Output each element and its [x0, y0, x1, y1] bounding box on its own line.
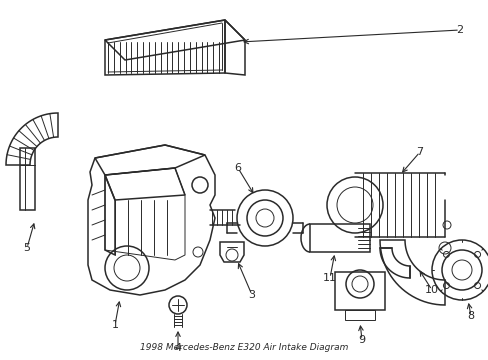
Text: 8: 8 [467, 311, 473, 321]
Text: 3: 3 [248, 290, 255, 300]
Text: 10: 10 [424, 285, 438, 295]
Text: 9: 9 [358, 335, 365, 345]
Text: 11: 11 [323, 273, 336, 283]
Text: 1998 Mercedes-Benz E320 Air Intake Diagram: 1998 Mercedes-Benz E320 Air Intake Diagr… [140, 343, 347, 352]
Text: 6: 6 [234, 163, 241, 173]
Text: 2: 2 [455, 25, 463, 35]
Text: 1: 1 [111, 320, 118, 330]
Text: 7: 7 [416, 147, 423, 157]
Text: 4: 4 [174, 343, 181, 353]
Text: 5: 5 [23, 243, 30, 253]
